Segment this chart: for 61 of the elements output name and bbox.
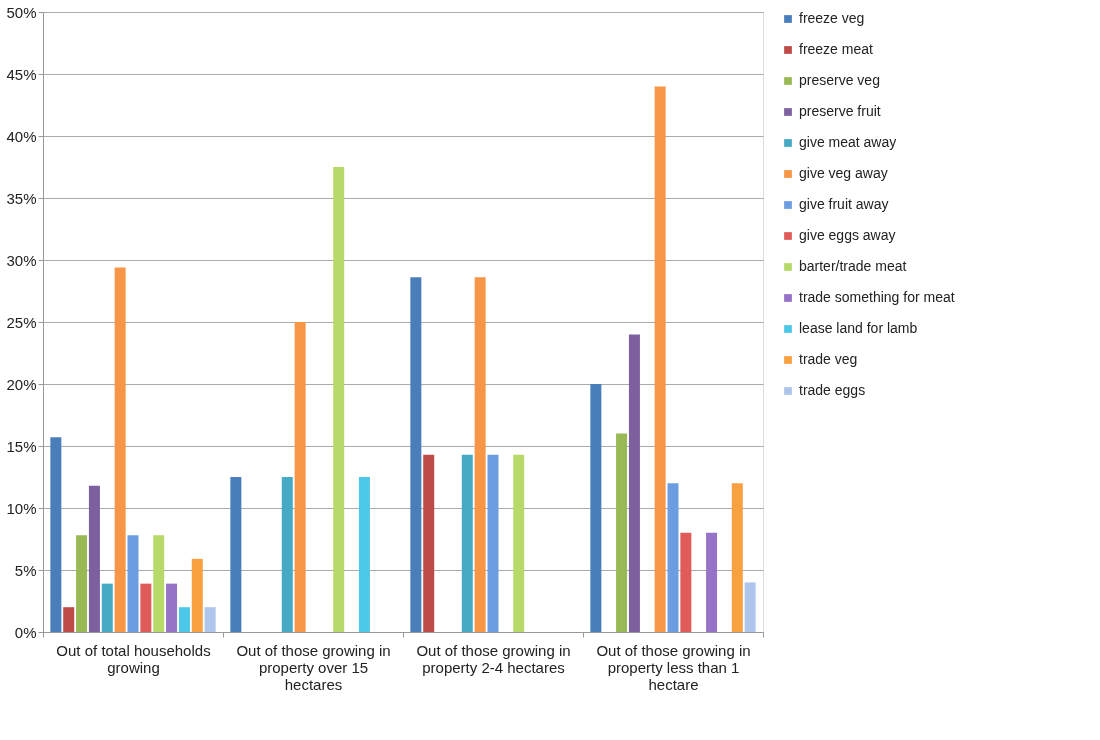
bar (127, 535, 139, 632)
y-tick-label: 40% (6, 127, 37, 145)
bar (487, 454, 499, 632)
bar (358, 477, 370, 632)
bar (474, 277, 486, 632)
y-tick-label: 50% (6, 3, 37, 21)
x-tick-label: Out of those growing in property over 15 hectares (236, 641, 391, 693)
bar (230, 477, 242, 632)
bar (423, 454, 435, 632)
y-tick-label: 25% (6, 313, 37, 331)
bar (513, 454, 525, 632)
bar (178, 607, 190, 632)
legend-label: lease land for lamb (799, 320, 918, 336)
x-tick-label: Out of total households growing (56, 641, 211, 676)
bar (76, 535, 88, 632)
bar (281, 477, 293, 632)
bar (114, 267, 126, 632)
bar (50, 437, 62, 632)
bar (616, 433, 628, 632)
legend-label: give eggs away (799, 227, 896, 243)
y-tick-label: 45% (6, 65, 37, 83)
bar (628, 334, 640, 632)
legend-label: trade something for meat (799, 289, 955, 305)
y-tick-label: 15% (6, 437, 37, 455)
bar (63, 607, 75, 632)
bar (101, 583, 113, 632)
y-tick-label: 20% (6, 375, 37, 393)
bar (680, 532, 692, 632)
legend-label: freeze meat (799, 41, 874, 57)
legend-label: preserve veg (799, 72, 880, 88)
bar (140, 583, 152, 632)
x-tick-label: Out of those growing in property less than 1 hectare (596, 641, 751, 693)
y-tick-label: 5% (14, 561, 37, 579)
bar (667, 483, 679, 632)
bar (731, 483, 743, 632)
y-tick-label: 0% (14, 623, 37, 641)
bar (744, 582, 756, 632)
legend-label: freeze veg (799, 10, 865, 26)
bar (191, 558, 203, 632)
legend-label: give veg away (799, 165, 888, 181)
legend-label: give meat away (799, 134, 897, 150)
bar (654, 86, 666, 632)
y-tick-label: 10% (6, 499, 37, 517)
bar (706, 532, 718, 632)
bar (461, 454, 473, 632)
bar (333, 167, 345, 632)
bar (153, 535, 165, 632)
bar (166, 583, 178, 632)
bar (88, 485, 100, 632)
legend-label: give fruit away (799, 196, 889, 212)
bar (204, 607, 216, 632)
bar (410, 277, 422, 632)
legend-label: trade eggs (799, 382, 866, 398)
y-tick-label: 30% (6, 251, 37, 269)
y-tick-label: 35% (6, 189, 37, 207)
legend-label: trade veg (799, 351, 858, 367)
bar (590, 384, 602, 632)
x-tick-label: Out of those growing in property 2-4 hectares (416, 641, 571, 676)
bar (294, 322, 306, 632)
legend-label: barter/trade meat (799, 258, 907, 274)
legend-label: preserve fruit (799, 103, 881, 119)
